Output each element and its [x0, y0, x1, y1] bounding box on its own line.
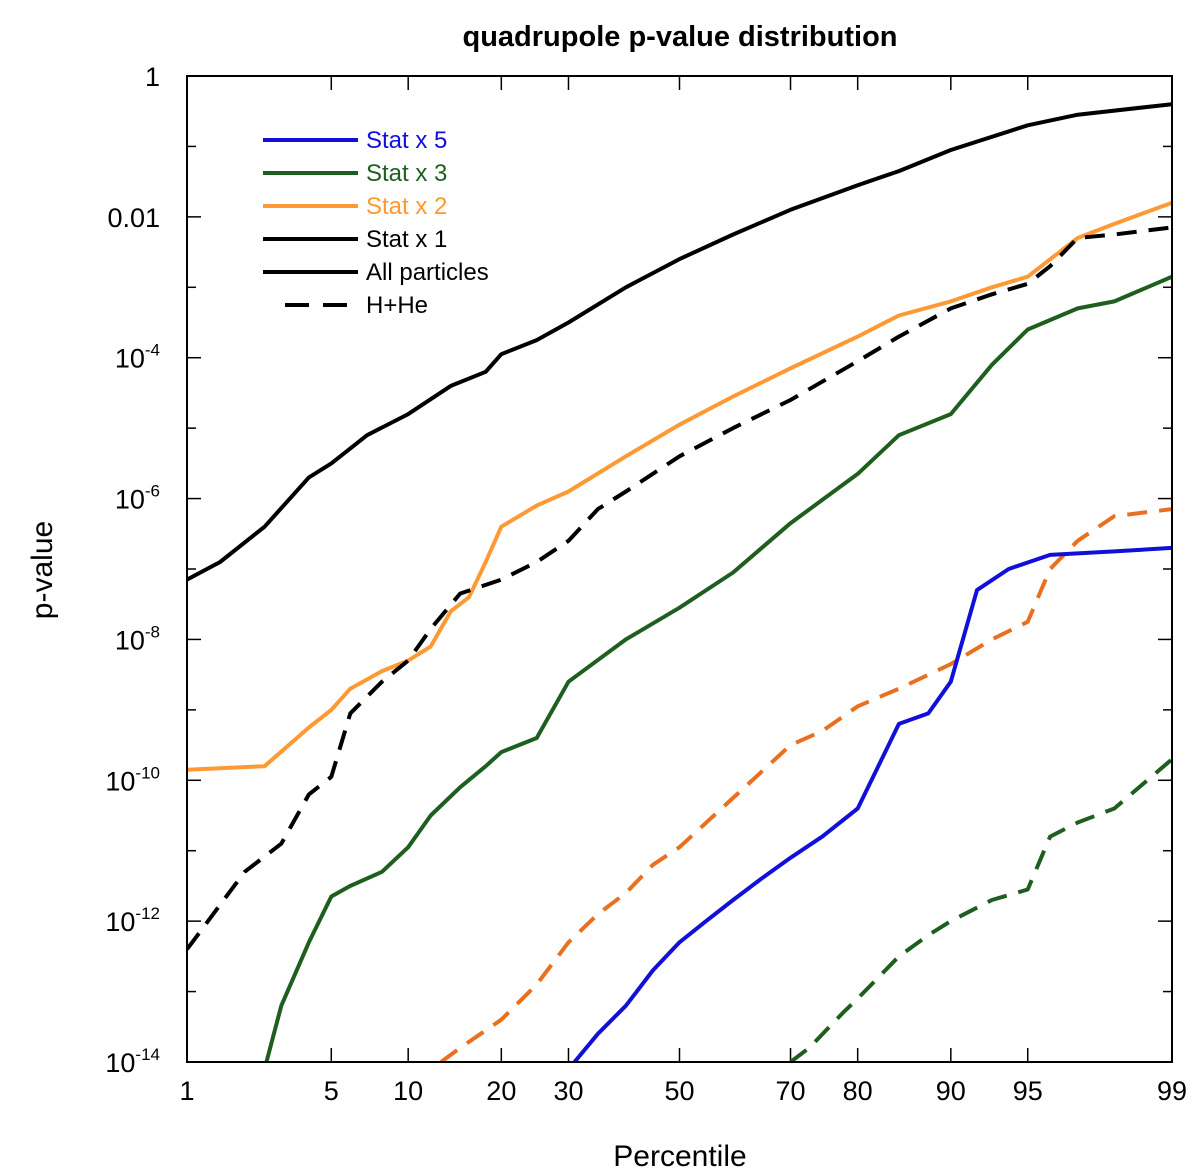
series-line [187, 225, 1172, 951]
x-tick-label: 99 [1157, 1076, 1187, 1106]
y-tick-label: 10-10 [105, 763, 160, 796]
series-line [572, 545, 1172, 1062]
y-axis-label: p-value [26, 521, 59, 619]
plot-frame [186, 75, 1173, 1063]
x-tick-label: 10 [393, 1076, 423, 1106]
x-tick-label: 90 [936, 1076, 966, 1106]
y-tick-label: 10-12 [105, 904, 160, 937]
legend-label: All particles [366, 259, 489, 286]
legend-label: Stat x 1 [366, 226, 447, 253]
series-line [187, 102, 1172, 582]
x-tick-label: 80 [843, 1076, 873, 1106]
y-tick-label: 1 [145, 62, 160, 92]
x-tick-label: 95 [1013, 1076, 1043, 1106]
ticks: 1 5 10 20 30 50 70 80 90 95 99 1 0.01 10-4 10-6 10-8 10-… [105, 62, 1187, 1106]
x-tick-label: 30 [553, 1076, 583, 1106]
y-axis-label-group: p-value [26, 521, 59, 619]
series-line [439, 507, 1172, 1062]
series-line [187, 200, 1172, 772]
legend-label: Stat x 5 [366, 127, 447, 154]
y-tick-label: 10-6 [115, 482, 160, 515]
x-tick-label: 70 [775, 1076, 805, 1106]
y-tick-label: 10-4 [115, 341, 160, 374]
x-tick-label: 1 [179, 1076, 194, 1106]
chart-title: quadrupole p-value distribution [463, 21, 898, 53]
x-tick-label: 50 [664, 1076, 694, 1106]
series-lines [187, 102, 1172, 1062]
series-line [264, 274, 1172, 1062]
x-tick-label: 5 [324, 1076, 339, 1106]
y-tick-label: 10-8 [115, 622, 160, 655]
x-tick-label: 20 [486, 1076, 516, 1106]
legend-label: Stat x 2 [366, 193, 447, 220]
legend-label: Stat x 3 [366, 160, 447, 187]
x-axis-label: Percentile [613, 1140, 746, 1173]
y-tick-label: 0.01 [107, 203, 160, 233]
legend: Stat x 5 Stat x 3 Stat x 2 Stat x 1 All part… [263, 127, 489, 319]
y-tick-label: 10-14 [105, 1045, 160, 1078]
series-line [789, 757, 1172, 1062]
legend-label: H+He [366, 292, 428, 319]
